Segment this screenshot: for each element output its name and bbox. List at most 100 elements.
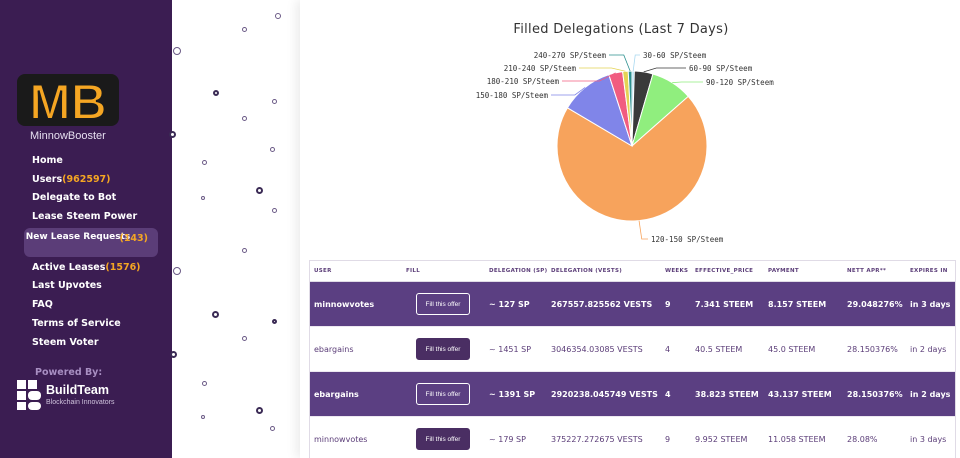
pie-connector-line [562, 72, 616, 82]
dot-icon [272, 319, 277, 324]
dot-icon [173, 47, 181, 55]
dot-icon [242, 248, 247, 253]
cell-expires-in: in 3 days [910, 435, 947, 444]
cell-weeks: 4 [665, 345, 671, 354]
cell-weeks: 4 [665, 390, 671, 399]
cell-user[interactable]: minnowvotes [314, 300, 375, 309]
dot-icon [213, 90, 219, 96]
dot-icon [169, 131, 176, 138]
logo-text: MB [29, 74, 107, 128]
dot-icon [275, 13, 281, 19]
new-lease-requests-count: (143) [119, 232, 148, 244]
nav-item-delegate-to-bot[interactable]: Delegate to Bot [32, 192, 117, 204]
cell-payment: 45.0 STEEM [768, 345, 816, 354]
cell-nett-apr: 29.048276% [847, 300, 903, 309]
cell-delegation-sp: ~ 1391 SP [489, 390, 536, 399]
cell-payment: 8.157 STEEM [768, 300, 827, 309]
pie-connector-line [643, 67, 686, 73]
cell-nett-apr: 28.150376% [847, 390, 903, 399]
nav-item-faq[interactable]: FAQ [32, 299, 53, 311]
nav-item-home[interactable]: Home [32, 155, 63, 166]
dot-icon [256, 407, 263, 414]
minnowbooster-logo[interactable]: MB [16, 72, 120, 128]
pie-connector-line [579, 67, 626, 72]
dot-icon [242, 116, 247, 121]
fill-offer-button[interactable]: Fill this offer [416, 383, 470, 405]
dot-icon [242, 336, 247, 341]
cell-payment: 11.058 STEEM [768, 435, 826, 444]
dot-icon [272, 99, 277, 104]
table-row: ebargains Fill this offer ~ 1451 SP 3046… [310, 327, 955, 372]
header-delegation-vests: DELEGATION (VESTS) [551, 268, 623, 274]
lease-requests-table: USER FILL DELEGATION (SP) DELEGATION (VE… [309, 260, 956, 458]
pie-slice-label: 120-150 SP/Steem [651, 235, 724, 244]
pie-connector-line [638, 220, 648, 240]
nav-item-steem-voter[interactable]: Steem Voter [32, 336, 99, 348]
dot-icon [201, 196, 205, 200]
active-leases-count: (1576) [105, 261, 141, 273]
dot-icon [256, 187, 263, 194]
header-fill: FILL [406, 268, 421, 274]
chart-title: Filled Delegations (Last 7 Days) [513, 22, 729, 37]
dot-icon [202, 160, 207, 165]
pie-connector-line [632, 54, 640, 72]
pie-slice-label: 60-90 SP/Steem [689, 64, 753, 73]
main-content: Filled Delegations (Last 7 Days) 30-60 S… [300, 0, 960, 458]
fill-offer-button[interactable]: Fill this offer [416, 293, 470, 315]
table-row: minnowvotes Fill this offer ~ 179 SP 375… [310, 417, 955, 458]
cell-delegation-vests: 3046354.03085 VESTS [551, 345, 643, 354]
new-lease-requests-label: New Lease Requests [25, 231, 131, 242]
fill-offer-button[interactable]: Fill this offer [416, 428, 470, 450]
nav-item-users[interactable]: Users(962597) [32, 173, 111, 185]
cell-weeks: 9 [665, 300, 671, 309]
cell-delegation-vests: 2920238.045749 VESTS [551, 390, 658, 399]
cell-user[interactable]: ebargains [314, 390, 359, 399]
dot-icon [270, 426, 275, 431]
cell-weeks: 9 [665, 435, 671, 444]
nav-item-terms-of-service[interactable]: Terms of Service [32, 317, 121, 329]
cell-expires-in: in 3 days [910, 300, 951, 309]
buildteam-tagline: Blockchain Innovators [46, 399, 115, 406]
decorative-dots [169, 0, 300, 458]
pie-slice-label: 30-60 SP/Steem [643, 51, 707, 60]
header-expires-in: EXPIRES IN [910, 268, 948, 274]
pie-connector-line [551, 87, 586, 96]
dot-icon [242, 27, 247, 32]
header-effective-price: EFFECTIVE_PRICE [695, 268, 754, 274]
cell-nett-apr: 28.150376% [847, 345, 898, 354]
dot-icon [201, 415, 205, 419]
header-nett-apr: NETT APR** [847, 268, 887, 274]
powered-by-label: Powered By: [35, 367, 103, 378]
pie-slice[interactable] [556, 95, 708, 222]
cell-user[interactable]: ebargains [314, 345, 354, 354]
cell-delegation-sp: ~ 127 SP [489, 300, 530, 309]
sidebar: MB MinnowBooster Home Users(962597) Dele… [0, 0, 172, 458]
dot-icon [272, 208, 277, 213]
header-delegation-sp: DELEGATION (SP) [489, 268, 548, 274]
dot-icon [170, 351, 177, 358]
nav-item-last-upvotes[interactable]: Last Upvotes [32, 280, 102, 292]
nav-item-lease-steem-power[interactable]: Lease Steem Power [32, 211, 138, 223]
cell-delegation-sp: ~ 179 SP [489, 435, 526, 444]
nav-item-active-leases[interactable]: Active Leases(1576) [32, 261, 141, 273]
dot-icon [212, 311, 219, 318]
cell-effective-price: 40.5 STEEM [695, 345, 743, 354]
cell-user[interactable]: minnowvotes [314, 435, 368, 444]
filled-delegations-pie-chart: 30-60 SP/Steem 60-90 SP/Steem 90-120 SP/St… [476, 51, 774, 244]
buildteam-logo-icon[interactable] [15, 378, 145, 412]
header-user: USER [314, 268, 332, 274]
fill-offer-button[interactable]: Fill this offer [416, 338, 470, 360]
table-row: ebargains Fill this offer ~ 1391 SP 2920… [310, 372, 955, 417]
table-row: minnowvotes Fill this offer ~ 127 SP 267… [310, 282, 955, 327]
header-payment: PAYMENT [768, 268, 799, 274]
pie-slice-label: 180-210 SP/Steem [487, 77, 560, 86]
table-header: USER FILL DELEGATION (SP) DELEGATION (VE… [310, 261, 955, 282]
main-nav: Home Users(962597) Delegate to Bot Lease… [0, 152, 172, 352]
nav-item-new-lease-requests[interactable]: New Lease Requests (143) [24, 227, 158, 257]
cell-expires-in: in 2 days [910, 390, 951, 399]
cell-effective-price: 38.823 STEEM [695, 390, 759, 399]
pie-slice[interactable] [627, 70, 633, 147]
cell-effective-price: 9.952 STEEM [695, 435, 748, 444]
pie-slice-label: 90-120 SP/Steem [706, 78, 774, 87]
cell-expires-in: in 2 days [910, 345, 947, 354]
